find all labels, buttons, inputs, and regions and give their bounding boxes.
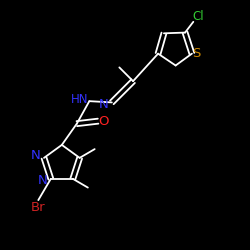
Text: N: N	[30, 149, 40, 162]
Text: N: N	[98, 98, 108, 112]
Text: Br: Br	[30, 200, 45, 213]
Text: N: N	[37, 174, 47, 187]
Text: S: S	[192, 47, 200, 60]
Text: Cl: Cl	[192, 10, 204, 23]
Text: O: O	[98, 115, 109, 128]
Text: HN: HN	[70, 94, 88, 106]
